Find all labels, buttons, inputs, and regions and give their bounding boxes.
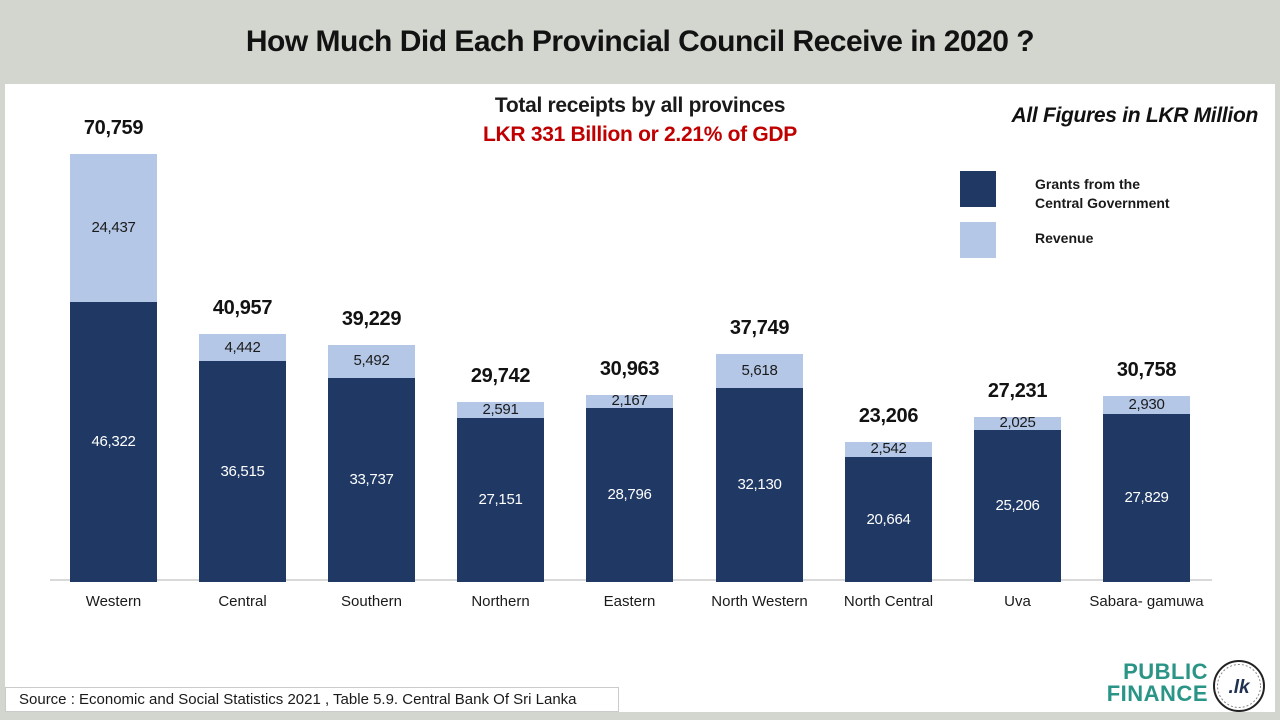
bar-total-label: 30,963 [599,357,660,380]
logo-line1: PUBLIC [1123,659,1208,684]
units-note: All Figures in LKR Million [1011,104,1258,127]
bar-total-label: 30,758 [1116,358,1177,381]
x-axis-label: Western [85,593,142,610]
bar-total-label: 23,206 [858,404,919,427]
legend-swatch-grants [960,171,996,207]
bar-value-label-grants: 33,737 [349,470,394,488]
x-axis-label: North Western [711,593,808,610]
legend-label-revenue: Revenue [1035,230,1094,246]
bar-value-label-revenue: 2,591 [482,400,519,418]
bar-value-label-revenue: 5,492 [353,352,390,370]
x-axis-label: Southern [341,593,402,610]
x-axis-label: Uva [1004,593,1031,610]
lk-badge-text: .lk [1228,677,1251,698]
lk-badge-icon: .lk [1213,660,1265,712]
source-note: Source : Economic and Social Statistics … [5,687,619,712]
x-axis-label: Eastern [603,593,656,610]
bar-segment-revenue [845,441,932,457]
bar-value-label-grants: 46,322 [91,432,136,450]
bar-segment-revenue [199,334,286,362]
bar-segment-grants [586,407,673,582]
bar-total-label: 27,231 [987,380,1048,403]
bar-value-label-grants: 25,206 [995,496,1040,514]
header-bar: How Much Did Each Provincial Council Rec… [0,0,1280,84]
bar-total-label: 40,957 [212,297,273,320]
publicfinance-logo: PUBLIC FINANCE [1020,661,1208,705]
subtitle-gdp-share: LKR 331 Billion or 2.21% of GDP [483,123,797,146]
bar-total-label: 70,759 [83,117,144,139]
bar-value-label-grants: 28,796 [607,485,652,503]
page-title: How Much Did Each Provincial Council Rec… [245,25,1035,58]
x-axis-label: Central [218,593,267,610]
bar-segment-revenue [70,154,157,302]
bar-segment-revenue [586,394,673,408]
bar-value-label-grants: 36,515 [220,462,265,480]
bar-segment-revenue [974,417,1061,430]
bar-segment-grants [328,377,415,582]
x-axis-label: Northern [471,593,530,610]
bar-segment-grants [716,387,803,582]
bar-segment-revenue [1103,395,1190,414]
bar-segment-grants [457,417,544,582]
bar-segment-grants [1103,413,1190,582]
bar-segment-grants [199,361,286,582]
bar-value-label-revenue: 2,542 [870,440,907,458]
bar-value-label-revenue: 5,618 [741,361,778,379]
bar-value-label-grants: 32,130 [737,475,782,493]
bar-value-label-revenue: 4,442 [224,338,261,356]
bar-value-label-grants: 27,829 [1124,488,1169,506]
bar-value-label-revenue: 2,025 [999,414,1036,432]
bar-total-label: 39,229 [341,307,402,330]
x-axis-label: North Central [843,593,934,610]
bar-value-label-grants: 20,664 [866,510,911,528]
bar-total-label: 29,742 [470,365,531,388]
bar-value-label-revenue: 2,930 [1128,395,1165,413]
bar-value-label-grants: 27,151 [478,490,523,508]
bar-value-label-revenue: 24,437 [91,218,136,236]
bar-segment-grants [974,429,1061,582]
logo-line2: FINANCE [1106,681,1208,706]
bar-segment-revenue [457,402,544,418]
bar-segment-revenue [716,353,803,388]
subtitle-total-receipts: Total receipts by all provinces [494,94,786,117]
bar-value-label-revenue: 2,167 [611,392,648,410]
bar-total-label: 37,749 [729,316,790,339]
bar-segment-revenue [328,344,415,378]
bar-segment-grants [845,457,932,582]
legend-swatch-revenue [960,222,996,258]
bar-segment-grants [70,301,157,582]
x-axis-label: Sabara- gamuwa [1089,593,1204,610]
legend-label-grants: Grants from the Central Government [1035,176,1170,211]
